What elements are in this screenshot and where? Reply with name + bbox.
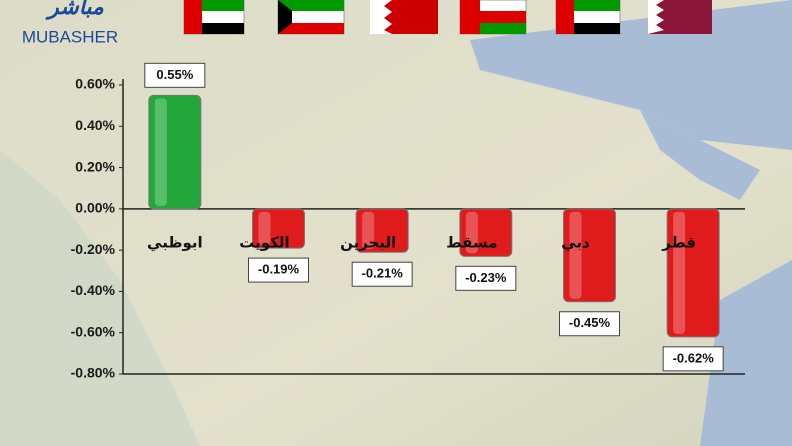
value-label-box [144,62,206,88]
x-tick-label: ابوظبي [147,233,203,251]
value-label-box [351,261,413,287]
y-tick-label: 0.00% [75,200,115,216]
gulf-water [640,110,760,200]
x-tick-label: قطر [661,233,696,251]
bar [355,208,409,253]
x-tick-label: الكويت [239,233,289,251]
x-tick-label: مسقط [446,233,497,251]
value-label: -0.62% [673,350,715,365]
sea-water [0,150,200,446]
value-label-box [559,311,620,337]
y-tick-label: -0.40% [71,282,116,298]
bar [459,208,513,257]
bar-shine [258,211,271,246]
flags [183,0,712,35]
bar-shine [569,211,582,299]
y-tick-label: -0.60% [71,323,116,339]
y-tick-label: -0.80% [71,365,116,381]
value-label: -0.21% [362,266,404,281]
bar [563,208,616,303]
y-tick-label: 0.20% [75,158,115,174]
x-tick-label: دبي [561,233,590,251]
sea-water [700,260,792,446]
value-label: -0.23% [465,270,507,285]
x-tick-label: البحرين [340,233,396,251]
gulf-water [470,0,792,150]
bar-shine [465,211,478,254]
bar [666,208,720,338]
bar-shine [154,98,167,206]
value-label-box [248,257,309,283]
bar [252,208,305,249]
logo-latin: MUBASHER [22,27,118,46]
logo-arabic: مباشر [45,0,104,20]
value-label-box [662,346,724,372]
value-label: -0.19% [258,262,300,277]
value-label: 0.55% [156,67,193,82]
bar [148,94,202,210]
y-tick-label: 0.60% [75,76,115,92]
bar-shine [362,211,375,250]
value-label-box [455,265,517,291]
y-tick-label: -0.20% [71,241,116,257]
value-label: -0.45% [569,315,611,330]
bar-shine [673,211,686,334]
y-tick-label: 0.40% [75,117,115,133]
